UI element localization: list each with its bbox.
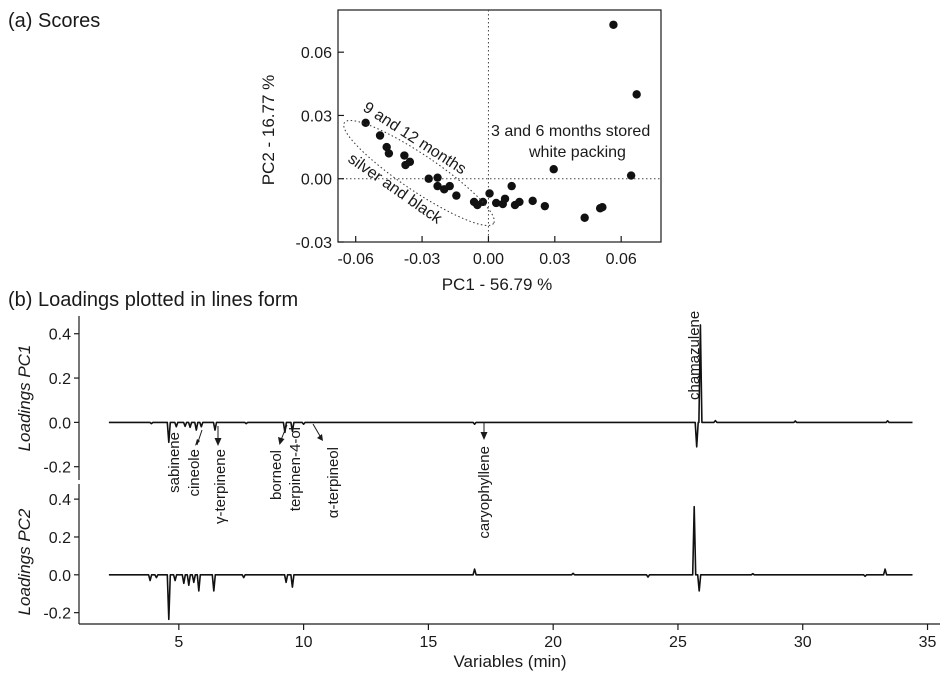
score-point — [452, 191, 461, 200]
scores-x-tick-label: 0.03 — [539, 251, 570, 268]
pc2-y-ticks: -0.2 0.0 0.2 0.4 — [43, 492, 79, 623]
scores-reference-lines — [338, 10, 661, 242]
scores-x-axis-title: PC1 - 56.79 % — [442, 275, 553, 294]
annotation-3-and-6-months: 3 and 6 months stored — [491, 123, 650, 140]
pc1-y-tick-label: 0.2 — [49, 371, 71, 388]
score-point — [507, 181, 516, 191]
score-point — [384, 149, 394, 158]
score-point — [580, 213, 589, 222]
score-point — [405, 157, 415, 167]
label-alpha-terpineol: α-terpineol — [325, 447, 342, 518]
score-point — [491, 198, 501, 208]
score-point — [400, 151, 409, 160]
score-point — [549, 165, 558, 174]
arrow-borneol — [278, 424, 288, 445]
score-point — [382, 142, 391, 152]
scores-panel-label: (a) Scores — [8, 10, 100, 32]
scores-y-tick-label: 0.06 — [301, 45, 332, 62]
loadings-x-axis: 5 10 15 20 25 30 35 Variables (min) — [79, 623, 940, 671]
arrow-cineole — [195, 429, 203, 446]
score-point — [500, 194, 510, 203]
score-point — [609, 20, 618, 29]
score-point — [598, 203, 607, 212]
pc2-y-tick-label: 0.4 — [49, 492, 71, 509]
label-chamazulene: chamazulene — [686, 311, 703, 400]
loadings-panel: (b) Loadings plotted in lines form -0.2 0… — [8, 289, 940, 671]
score-point — [626, 171, 636, 180]
scores-x-tick-label: 0.06 — [606, 251, 637, 268]
loadings-x-tick-label: 15 — [419, 634, 437, 651]
pc2-y-tick-label: 0.0 — [49, 568, 71, 585]
label-cineole: cineole — [186, 449, 203, 497]
loadings-x-axis-title: Variables (min) — [453, 652, 566, 671]
arrow-gamma-terpinene — [214, 426, 222, 446]
score-point — [515, 197, 524, 207]
pc1-loadings-line — [108, 324, 913, 448]
pc2-loadings-line — [108, 505, 913, 621]
loadings-x-tick-label: 30 — [794, 634, 812, 651]
label-caryophyllene: caryophyllene — [476, 446, 493, 539]
score-point — [485, 189, 494, 198]
score-point — [433, 173, 442, 182]
pc1-y-axis-title: Loadings PC1 — [15, 345, 34, 452]
loadings-x-tick-label: 35 — [919, 634, 937, 651]
pc2-y-axis: -0.2 0.0 0.2 0.4 Loadings PC2 — [15, 484, 80, 624]
score-point — [540, 201, 550, 211]
loadings-x-ticks: 5 10 15 20 25 30 35 — [174, 624, 937, 651]
loadings-x-tick-label: 25 — [669, 634, 687, 651]
arrow-alpha-terpineol — [312, 423, 323, 441]
pc1-y-tick-label: 0.4 — [49, 327, 71, 344]
scores-axis-ticks: -0.06 -0.03 0.00 0.03 0.06-0.030.000.030.06 — [296, 45, 637, 268]
pc1-y-axis: -0.2 0.0 0.2 0.4 Loadings PC1 — [15, 316, 80, 480]
annotation-silver-and-black: silver and black — [345, 150, 446, 228]
pc1-y-tick-label: -0.2 — [43, 460, 71, 477]
label-borneol: borneol — [268, 450, 285, 500]
loadings-x-tick-label: 10 — [295, 634, 313, 651]
scores-points — [361, 20, 641, 222]
scores-x-tick-label: -0.03 — [404, 251, 441, 268]
compound-annotations: sabinene cineole γ-terpinene borneol ter… — [166, 311, 703, 539]
scores-y-axis-title: PC2 - 16.77 % — [259, 75, 278, 186]
loadings-x-tick-label: 20 — [544, 634, 562, 651]
score-point — [528, 196, 537, 206]
arrow-caryophyllene — [480, 422, 488, 440]
label-terpinen-4-ol: terpinen-4-ol — [287, 427, 304, 511]
score-point — [361, 118, 370, 128]
loadings-x-tick-label: 5 — [174, 634, 183, 651]
score-point — [445, 181, 454, 191]
group-ellipse — [343, 120, 495, 226]
scores-y-tick-label: -0.03 — [296, 235, 333, 252]
scores-x-tick-label: -0.06 — [337, 251, 374, 268]
pc1-y-ticks: -0.2 0.0 0.2 0.4 — [43, 327, 79, 477]
loadings-panel-label: (b) Loadings plotted in lines form — [8, 289, 298, 311]
label-gamma-terpinene: γ-terpinene — [212, 449, 229, 524]
scores-y-tick-label: 0.00 — [301, 172, 332, 189]
score-point — [375, 131, 385, 140]
annotation-white-packing: white packing — [528, 144, 626, 161]
score-point — [433, 181, 442, 191]
pc2-y-tick-label: -0.2 — [43, 606, 71, 623]
pc2-y-tick-label: 0.2 — [49, 530, 71, 547]
score-point — [424, 174, 433, 183]
score-point — [632, 90, 641, 99]
scores-y-tick-label: 0.03 — [301, 108, 332, 125]
label-sabinene: sabinene — [166, 432, 183, 493]
scores-x-tick-label: 0.00 — [473, 251, 504, 268]
pc1-y-tick-label: 0.0 — [49, 415, 71, 432]
pc2-y-axis-title: Loadings PC2 — [15, 508, 34, 615]
scores-plot-frame — [337, 9, 662, 243]
scores-panel: (a) Scores -0.06 -0.03 0.00 0.03 0.06-0.030.… — [8, 9, 662, 294]
